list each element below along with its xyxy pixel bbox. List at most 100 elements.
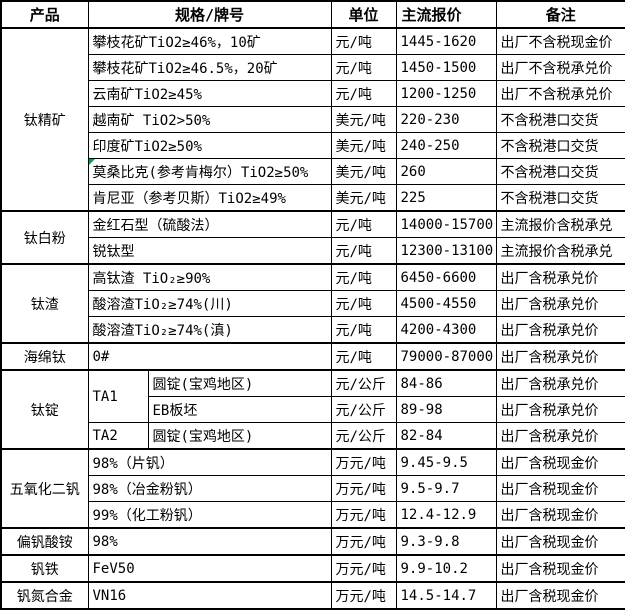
table-row: 云南矿TiO2≥45% 元/吨 1200-1250 出厂不含税承兑价 bbox=[1, 80, 625, 107]
grade-cell: TA2 bbox=[87, 422, 149, 450]
table-row: 98%（冶金粉钒） 万元/吨 9.5-9.7 出厂含税现金价 bbox=[1, 475, 625, 502]
table-row: 越南矿 TiO2>50% 美元/吨 220-230 不含税港口交货 bbox=[1, 106, 625, 133]
product-cell: 海绵钛 bbox=[0, 342, 89, 371]
note-cell: 不含税港口交货 bbox=[495, 106, 625, 133]
spec-cell: 攀枝花矿TiO2≥46.5%，20矿 bbox=[87, 54, 332, 81]
table-row: 钒铁 FeV50 万元/吨 9.9-10.2 出厂含税现金价 bbox=[0, 554, 625, 583]
spec-cell: 印度矿TiO2≥50% bbox=[87, 132, 332, 159]
note-cell: 主流报价含税承兑 bbox=[495, 237, 625, 265]
unit-cell: 元/公斤 bbox=[330, 422, 397, 450]
unit-cell: 元/吨 bbox=[330, 54, 397, 81]
table-row: 海绵钛 0# 元/吨 79000-87000 出厂含税承兑价 bbox=[0, 342, 625, 371]
product-cell: 钛锭 bbox=[0, 369, 89, 450]
price-cell: 84-86 bbox=[395, 369, 497, 397]
note-cell: 不含税港口交货 bbox=[495, 184, 625, 212]
unit-cell: 元/吨 bbox=[330, 80, 397, 107]
table-row: 五氧化二钒 98%（片钒） 万元/吨 9.45-9.5 出厂含税现金价 bbox=[0, 448, 625, 529]
price-cell: 79000-87000 bbox=[395, 342, 497, 371]
note-cell: 出厂含税承兑价 bbox=[495, 396, 625, 423]
table-row: 钛锭 TA1 圆锭(宝鸡地区) 元/公斤 84-86 出厂含税承兑价 bbox=[0, 369, 625, 450]
unit-cell: 元/吨 bbox=[330, 290, 397, 317]
note-cell: 出厂含税承兑价 bbox=[495, 316, 625, 344]
header-row: 产品 规格/牌号 单位 主流报价 备注 bbox=[0, 0, 625, 29]
price-cell: 9.5-9.7 bbox=[395, 475, 497, 502]
header-unit: 单位 bbox=[330, 0, 397, 29]
unit-cell: 元/吨 bbox=[330, 263, 397, 291]
price-cell: 12300-13100 bbox=[395, 237, 497, 265]
unit-cell: 美元/吨 bbox=[330, 158, 397, 185]
unit-cell: 元/吨 bbox=[330, 316, 397, 344]
note-cell: 出厂不含税承兑价 bbox=[495, 54, 625, 81]
price-cell: 9.3-9.8 bbox=[395, 527, 497, 556]
unit-cell: 元/吨 bbox=[330, 210, 397, 238]
unit-cell: 美元/吨 bbox=[330, 106, 397, 133]
unit-cell: 元/公斤 bbox=[330, 396, 397, 423]
price-cell: 6450-6600 bbox=[395, 263, 497, 291]
table-row: 钒氮合金 VN16 万元/吨 14.5-14.7 出厂含税现金价 bbox=[0, 581, 625, 610]
unit-cell: 美元/吨 bbox=[330, 132, 397, 159]
table-row: 肯尼亚（参考贝斯）TiO2≥49% 美元/吨 225 不含税港口交货 bbox=[1, 184, 625, 212]
product-cell: 钒铁 bbox=[0, 554, 89, 583]
spec-cell: 高钛渣 TiO₂≥90% bbox=[87, 263, 332, 291]
table-row: 钛白粉 金红石型（硫酸法） 元/吨 14000-15700 主流报价含税承兑 bbox=[0, 210, 625, 265]
table-row: 偏钒酸铵 98% 万元/吨 9.3-9.8 出厂含税现金价 bbox=[0, 527, 625, 556]
spec-cell: 莫桑比克(参考肯梅尔）TiO2≥50% bbox=[87, 158, 332, 185]
price-cell: 14.5-14.7 bbox=[395, 581, 497, 610]
price-cell: 89-98 bbox=[395, 396, 497, 423]
spec-cell: FeV50 bbox=[87, 554, 332, 583]
table-row: 莫桑比克(参考肯梅尔）TiO2≥50% 美元/吨 260 不含税港口交货 bbox=[1, 158, 625, 185]
spec-cell: 圆锭(宝鸡地区) bbox=[147, 422, 332, 450]
note-cell: 出厂不含税承兑价 bbox=[495, 80, 625, 107]
header-product: 产品 bbox=[0, 0, 89, 29]
note-cell: 不含税港口交货 bbox=[495, 158, 625, 185]
table-row: 酸溶渣TiO₂≥74%(滇) 元/吨 4200-4300 出厂含税承兑价 bbox=[1, 316, 625, 344]
table-body: 钛精矿 攀枝花矿TiO2≥46%，10矿 元/吨 1445-1620 出厂不含税现金价攀… bbox=[0, 27, 625, 610]
note-cell: 出厂含税现金价 bbox=[495, 448, 625, 476]
price-cell: 1445-1620 bbox=[395, 27, 497, 55]
unit-cell: 元/吨 bbox=[330, 237, 397, 265]
price-cell: 9.45-9.5 bbox=[395, 448, 497, 476]
spec-cell: 越南矿 TiO2>50% bbox=[87, 106, 332, 133]
note-cell: 出厂含税现金价 bbox=[495, 581, 625, 610]
price-cell: 260 bbox=[395, 158, 497, 185]
table-row: 攀枝花矿TiO2≥46.5%，20矿 元/吨 1450-1500 出厂不含税承兑价 bbox=[1, 54, 625, 81]
note-cell: 出厂含税承兑价 bbox=[495, 263, 625, 291]
price-cell: 4500-4550 bbox=[395, 290, 497, 317]
spec-cell: VN16 bbox=[87, 581, 332, 610]
spec-cell: 0# bbox=[87, 342, 332, 371]
table-row: 钛渣 高钛渣 TiO₂≥90% 元/吨 6450-6600 出厂含税承兑价 bbox=[0, 263, 625, 344]
price-cell: 82-84 bbox=[395, 422, 497, 450]
price-cell: 12.4-12.9 bbox=[395, 501, 497, 529]
unit-cell: 万元/吨 bbox=[330, 581, 397, 610]
unit-cell: 美元/吨 bbox=[330, 184, 397, 212]
unit-cell: 万元/吨 bbox=[330, 554, 397, 583]
price-cell: 240-250 bbox=[395, 132, 497, 159]
note-cell: 出厂含税承兑价 bbox=[495, 290, 625, 317]
price-cell: 14000-15700 bbox=[395, 210, 497, 238]
price-cell: 1200-1250 bbox=[395, 80, 497, 107]
unit-cell: 万元/吨 bbox=[330, 448, 397, 476]
grade-cell: TA1 bbox=[87, 369, 149, 423]
note-cell: 不含税港口交货 bbox=[495, 132, 625, 159]
cell-error-marker-icon bbox=[89, 159, 95, 165]
header-note: 备注 bbox=[495, 0, 625, 29]
product-cell: 钒氮合金 bbox=[0, 581, 89, 610]
price-cell: 220-230 bbox=[395, 106, 497, 133]
note-cell: 出厂含税现金价 bbox=[495, 527, 625, 556]
table-row: 酸溶渣TiO₂≥74%(川) 元/吨 4500-4550 出厂含税承兑价 bbox=[1, 290, 625, 317]
spec-cell: 肯尼亚（参考贝斯）TiO2≥49% bbox=[87, 184, 332, 212]
unit-cell: 万元/吨 bbox=[330, 501, 397, 529]
product-cell: 钛精矿 bbox=[0, 27, 89, 212]
price-cell: 4200-4300 bbox=[395, 316, 497, 344]
spec-cell: 酸溶渣TiO₂≥74%(川) bbox=[87, 290, 332, 317]
note-cell: 出厂含税承兑价 bbox=[495, 422, 625, 450]
product-cell: 偏钒酸铵 bbox=[0, 527, 89, 556]
table-row: 印度矿TiO2≥50% 美元/吨 240-250 不含税港口交货 bbox=[1, 132, 625, 159]
spec-cell: 云南矿TiO2≥45% bbox=[87, 80, 332, 107]
spec-cell: 圆锭(宝鸡地区) bbox=[147, 369, 332, 397]
spec-cell: 98%（片钒） bbox=[87, 448, 332, 476]
unit-cell: 元/吨 bbox=[330, 27, 397, 55]
table-row: 锐钛型 元/吨 12300-13100 主流报价含税承兑 bbox=[1, 237, 625, 265]
table-row: 钛精矿 攀枝花矿TiO2≥46%，10矿 元/吨 1445-1620 出厂不含税现金价 bbox=[0, 27, 625, 212]
